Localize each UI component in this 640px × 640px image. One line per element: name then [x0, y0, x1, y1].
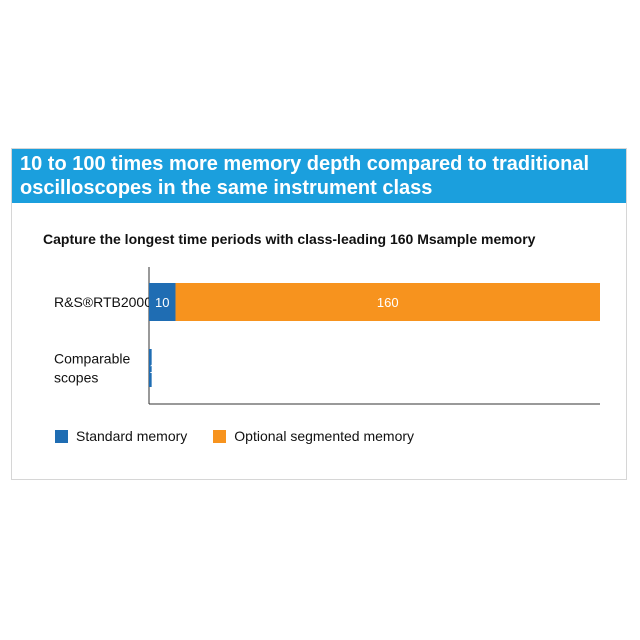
chart-card: 10 to 100 times more memory depth compar… — [11, 148, 627, 480]
legend-swatch-standard — [55, 429, 68, 443]
category-label: R&S®RTB2000 — [54, 294, 152, 310]
category-label: Comparable — [54, 351, 130, 367]
legend-item-segmented: Optional segmented memory — [213, 428, 414, 444]
chart-title-line-1: 10 to 100 times more memory depth compar… — [20, 153, 590, 175]
bar-data-label: 10 — [155, 295, 169, 310]
bar-standard — [149, 283, 176, 321]
legend-item-standard: Standard memory — [55, 428, 187, 444]
legend-label-standard: Standard memory — [76, 428, 188, 444]
chart-title-banner: 10 to 100 times more memory depth compar… — [12, 149, 626, 203]
bar-standard — [149, 349, 152, 387]
bar-segmented — [175, 283, 600, 321]
bar-data-label: 160 — [377, 295, 399, 310]
chart-subtitle: Capture the longest time periods with cl… — [43, 231, 536, 247]
legend-swatch-segmented — [213, 429, 227, 443]
category-label: scopes — [54, 370, 98, 386]
legend-label-segmented: Optional segmented memory — [234, 428, 415, 444]
chart-title-line-2: oscilloscopes in the same instrument cla… — [20, 177, 433, 199]
bar-chart: R&S®RTB2000 10 160 Comparable scopes 1 — [54, 267, 600, 405]
bar-data-label: 1 — [149, 361, 156, 376]
chart-legend: Standard memory Optional segmented memor… — [55, 428, 440, 444]
